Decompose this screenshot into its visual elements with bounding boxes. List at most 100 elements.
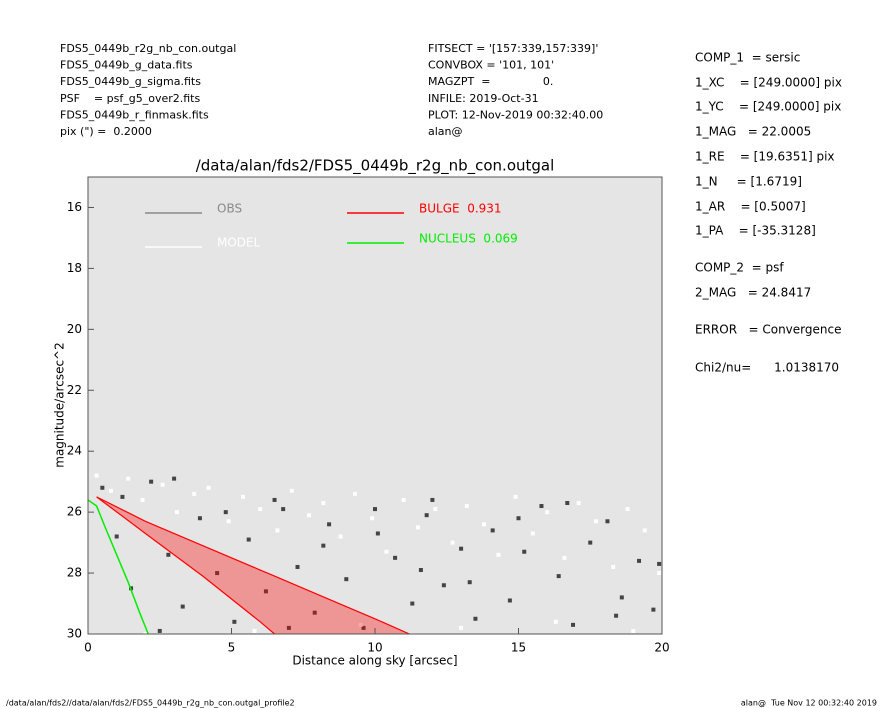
point — [263, 589, 268, 594]
point — [467, 580, 472, 585]
footer-right: alan@ Tue Nov 12 00:32:40 2019 — [741, 699, 877, 708]
point — [393, 555, 398, 560]
legend-label: NUCLEUS 0.069 — [419, 232, 518, 246]
band-edge — [96, 496, 410, 634]
y-tick-label: 22 — [67, 383, 82, 397]
header-file: pix (") = 0.2000 — [60, 125, 152, 138]
point — [459, 546, 464, 551]
point — [361, 625, 366, 630]
point — [246, 537, 251, 542]
y-tick-label: 20 — [67, 322, 82, 336]
point — [281, 507, 286, 512]
fit-result: 1_XC = [249.0000] pix — [695, 76, 842, 90]
x-tick-label: 0 — [84, 641, 92, 655]
plot-frame — [87, 176, 663, 635]
point — [226, 519, 231, 524]
point — [441, 583, 446, 588]
point — [180, 604, 185, 609]
point — [651, 607, 656, 612]
point — [289, 488, 294, 493]
point — [373, 507, 377, 512]
point — [562, 555, 567, 560]
point — [657, 571, 662, 576]
point — [223, 510, 228, 515]
y-tick-label: 24 — [67, 444, 82, 458]
y-tick-label: 28 — [67, 566, 82, 580]
point — [416, 525, 421, 530]
point — [215, 571, 220, 576]
point — [588, 540, 593, 545]
header-file: FDS5_0449b_r_finmask.fits — [60, 108, 209, 121]
point — [657, 561, 662, 566]
model-line — [88, 499, 149, 634]
point — [473, 616, 478, 621]
point — [384, 549, 389, 554]
point — [306, 513, 311, 518]
point — [424, 513, 429, 518]
header-setting: INFILE: 2019-Oct-31 — [428, 92, 539, 105]
y-tick-label: 26 — [67, 505, 82, 519]
point — [464, 504, 469, 509]
x-tick-label: 15 — [511, 641, 526, 655]
point — [100, 485, 105, 490]
point — [565, 500, 570, 505]
point — [516, 516, 521, 521]
point — [275, 528, 280, 533]
point — [321, 500, 326, 505]
fit-result: 1_AR = [0.5007] — [695, 200, 806, 214]
point — [401, 497, 406, 502]
y-tick-label: 30 — [67, 627, 82, 641]
header-file: PSF = psf_g5_over2.fits — [60, 92, 200, 105]
point — [321, 543, 326, 548]
header-file: FDS5_0449b_g_data.fits — [60, 59, 193, 72]
point — [120, 494, 125, 499]
point — [114, 534, 119, 539]
point — [258, 507, 263, 512]
point — [459, 625, 464, 630]
point — [108, 488, 113, 493]
point — [450, 540, 455, 545]
fit-result: 1_RE = [19.6351] pix — [695, 150, 835, 164]
point — [192, 491, 197, 496]
point — [433, 507, 438, 512]
point — [418, 568, 423, 573]
fit-result: 2_MAG = 24.8417 — [695, 286, 811, 300]
point — [642, 528, 647, 533]
header-file: FDS5_0449b_r2g_nb_con.outgal — [60, 42, 236, 55]
fit-result: 1_MAG = 22.0005 — [695, 125, 811, 139]
header-setting: alan@ — [428, 125, 463, 138]
fit-result: 1_PA = [-35.3128] — [695, 224, 816, 238]
y-tick-label: 18 — [67, 261, 82, 275]
point — [206, 485, 211, 490]
point — [149, 479, 154, 484]
point — [611, 564, 616, 569]
y-tick-label: 16 — [67, 200, 82, 214]
point — [338, 534, 343, 539]
point — [631, 628, 636, 633]
x-tick-label: 5 — [228, 641, 236, 655]
point — [513, 494, 518, 499]
x-axis-label: Distance along sky [arcsec] — [292, 654, 457, 668]
point — [507, 598, 512, 603]
fit-result: Chi2/nu= 1.0138170 — [695, 361, 839, 375]
point — [522, 549, 527, 554]
point — [172, 476, 177, 481]
point — [157, 628, 162, 633]
fit-result: ERROR = Convergence — [695, 323, 841, 337]
point — [539, 504, 544, 509]
point — [576, 500, 581, 505]
point — [375, 531, 380, 536]
point — [140, 497, 145, 502]
point — [272, 497, 277, 502]
point — [619, 595, 624, 600]
point — [286, 625, 291, 630]
point — [174, 510, 179, 515]
fit-result: 1_YC = [249.0000] pix — [695, 100, 841, 114]
point — [295, 564, 300, 569]
point — [232, 619, 237, 624]
point — [593, 519, 598, 524]
point — [327, 522, 332, 527]
point — [312, 610, 317, 615]
point — [126, 476, 131, 481]
